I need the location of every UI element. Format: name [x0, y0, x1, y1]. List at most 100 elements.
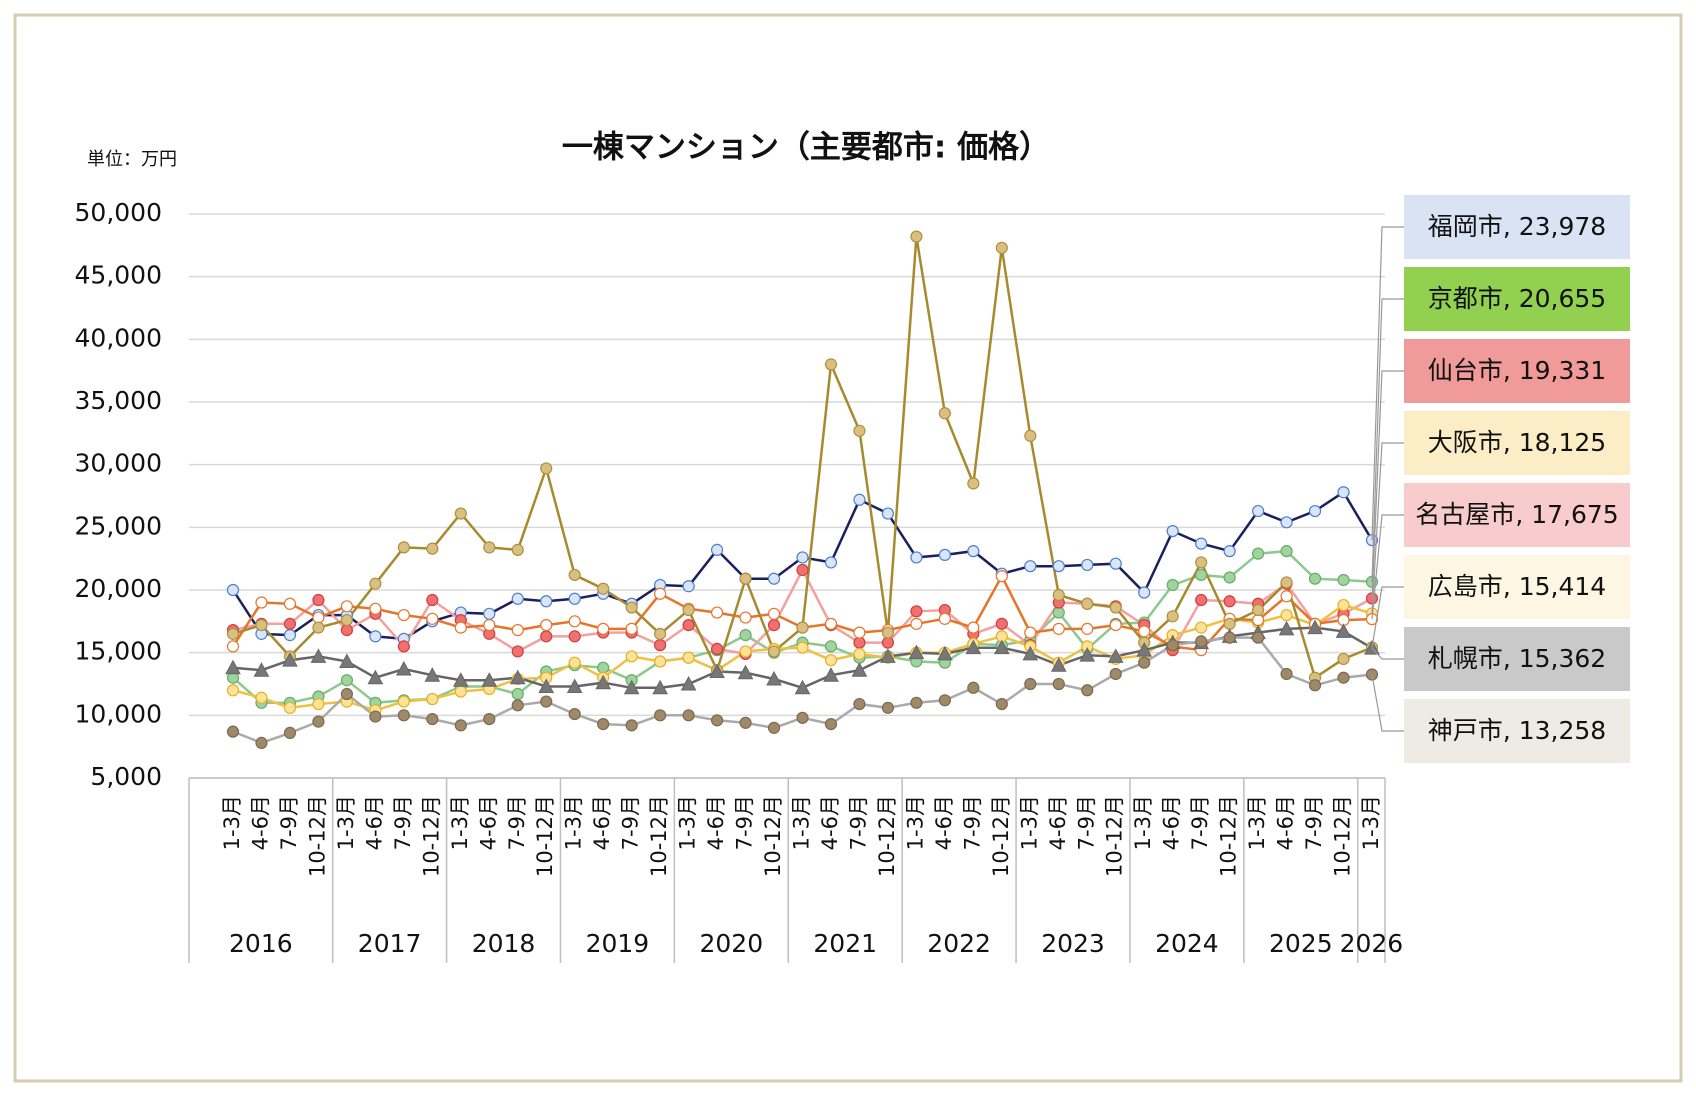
separator: , [1503, 284, 1519, 313]
marker [1195, 568, 1208, 582]
marker [1195, 621, 1208, 634]
marker [880, 648, 896, 663]
marker [853, 647, 866, 661]
marker [1052, 588, 1065, 602]
marker [454, 685, 467, 698]
marker [310, 648, 327, 663]
marker [1107, 648, 1124, 663]
x-tick-label: 10-12月 [1103, 795, 1127, 877]
marker [1223, 631, 1236, 644]
marker [824, 718, 838, 731]
marker [1195, 537, 1208, 550]
marker [967, 621, 980, 634]
marker [509, 669, 526, 685]
marker [937, 645, 953, 661]
marker [1109, 618, 1122, 632]
marker [853, 424, 866, 437]
y-tick-label: 35,000 [75, 386, 162, 415]
marker [597, 661, 610, 674]
marker [1022, 645, 1039, 661]
marker [540, 618, 553, 632]
x-tick-label: 1-3月 [334, 795, 358, 850]
marker [824, 556, 838, 569]
marker [340, 674, 353, 687]
marker [511, 645, 524, 658]
marker [369, 577, 382, 590]
marker [625, 650, 638, 663]
end-value: 23,978 [1519, 212, 1606, 241]
marker [538, 678, 555, 694]
marker [766, 670, 782, 686]
end-label: 札幌市, 15,362 [1428, 644, 1606, 673]
marker [225, 659, 241, 675]
marker [1223, 595, 1236, 608]
series-name: 神戸市 [1428, 716, 1503, 745]
marker [1280, 667, 1293, 681]
marker [283, 629, 297, 642]
marker [1024, 560, 1037, 573]
x-tick-label: 1-3月 [790, 795, 814, 850]
x-tick-label: 4-6月 [818, 795, 842, 850]
x-tick-label: 4-6月 [1274, 795, 1298, 850]
x-tick-label: 10-12月 [761, 795, 785, 877]
end-value: 18,125 [1519, 428, 1606, 457]
marker [739, 645, 752, 658]
marker [995, 617, 1008, 630]
leader-line [1371, 226, 1404, 541]
marker [739, 611, 752, 624]
marker [452, 672, 469, 687]
separator: , [1503, 716, 1519, 745]
marker [853, 493, 866, 506]
marker [680, 675, 697, 691]
leader-line [1371, 586, 1404, 648]
leader-line [1371, 647, 1404, 660]
separator: , [1503, 644, 1519, 673]
marker [397, 608, 410, 622]
marker [739, 716, 752, 729]
end-label: 大阪市, 18,125 [1428, 428, 1606, 457]
marker [682, 580, 695, 593]
marker [965, 639, 982, 655]
marker [767, 618, 781, 632]
marker [938, 612, 951, 625]
marker [767, 721, 781, 734]
y-tick-label: 40,000 [75, 323, 162, 352]
marker [1166, 578, 1179, 592]
end-value: 20,655 [1519, 284, 1606, 313]
marker [283, 617, 297, 630]
marker [1337, 598, 1350, 612]
marker [1223, 571, 1236, 584]
x-tick-label: 4-6月 [932, 795, 956, 850]
x-tick-label: 10-12月 [989, 795, 1013, 877]
marker [1166, 524, 1179, 538]
marker [682, 709, 695, 722]
marker [1337, 671, 1350, 684]
marker [881, 507, 895, 520]
marker [881, 701, 895, 714]
marker [426, 692, 439, 706]
marker [1280, 516, 1293, 529]
marker [1109, 601, 1122, 614]
marker [424, 667, 441, 682]
x-tick-label: 7-9月 [960, 795, 984, 850]
marker [595, 674, 612, 690]
marker [995, 697, 1008, 711]
x-tick-label: 1-3月 [676, 795, 700, 850]
marker [397, 709, 410, 722]
marker [654, 587, 667, 600]
x-tick-label: 10-12月 [875, 795, 899, 877]
marker [709, 663, 725, 678]
marker [312, 611, 325, 624]
marker [367, 669, 384, 685]
marker [654, 627, 667, 640]
marker [995, 570, 1008, 583]
marker [369, 602, 382, 615]
marker [654, 639, 667, 652]
end-value: 19,331 [1519, 356, 1606, 385]
marker [226, 583, 240, 597]
marker [967, 545, 980, 558]
marker [426, 712, 439, 726]
x-tick-label: 4-6月 [362, 795, 386, 850]
marker [853, 636, 866, 649]
marker [1081, 558, 1094, 572]
